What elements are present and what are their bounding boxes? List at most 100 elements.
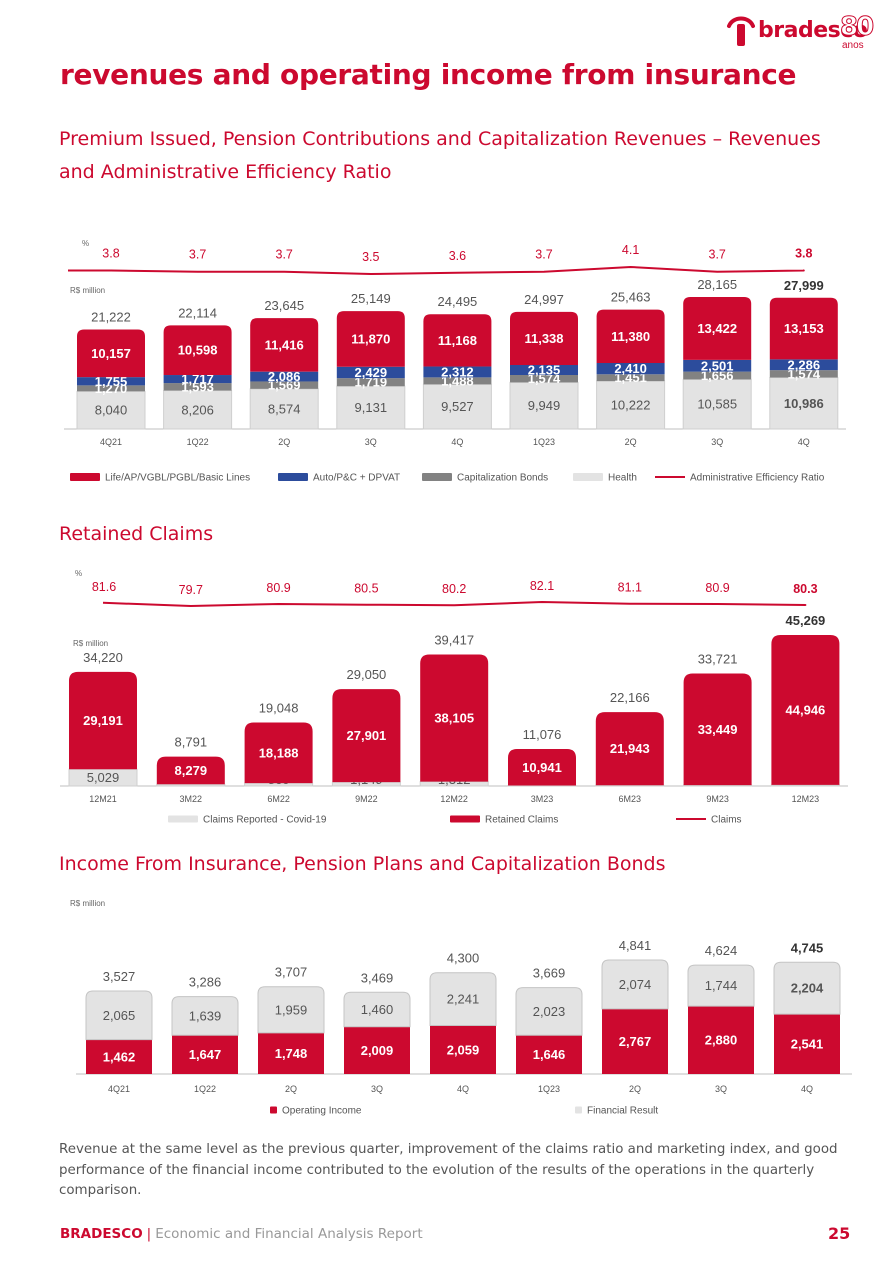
bar-segment bbox=[429, 972, 497, 1027]
total-label: 8,791 bbox=[175, 735, 208, 750]
legend-label: Claims bbox=[711, 815, 742, 826]
bar-segment bbox=[250, 381, 319, 389]
bar-segment bbox=[774, 1014, 840, 1074]
data-label: 1,639 bbox=[189, 1008, 222, 1023]
data-label: 2,009 bbox=[361, 1043, 394, 1058]
data-label: 8,206 bbox=[181, 402, 214, 417]
total-label: 23,645 bbox=[264, 298, 304, 313]
ratio-line bbox=[68, 266, 805, 275]
bar-segment bbox=[602, 1008, 668, 1074]
data-label: 11,380 bbox=[611, 329, 650, 344]
total-label: 39,417 bbox=[434, 633, 474, 648]
legend-label: Operating Income bbox=[282, 1106, 362, 1117]
bar-segment bbox=[336, 311, 405, 367]
bar-segment bbox=[423, 377, 492, 385]
tick-label: 9M22 bbox=[355, 794, 378, 804]
unit-label: R$ million bbox=[70, 899, 105, 908]
page-title: revenues and operating income from insur… bbox=[60, 58, 797, 91]
total-label: 22,114 bbox=[178, 305, 217, 320]
data-label: 8,574 bbox=[268, 401, 301, 416]
bar-segment bbox=[510, 364, 578, 375]
bar-segment bbox=[172, 1035, 238, 1074]
data-label: 9,949 bbox=[528, 398, 561, 413]
logo-anos: anos bbox=[842, 40, 864, 51]
bar-segment bbox=[422, 383, 492, 430]
bar-segment bbox=[515, 987, 583, 1036]
bar-segment bbox=[156, 783, 226, 787]
total-label: 3,286 bbox=[189, 975, 222, 990]
bar-segment bbox=[683, 359, 752, 372]
bar-segment bbox=[771, 635, 840, 785]
total-label: 11,076 bbox=[523, 727, 562, 742]
legend-swatch bbox=[450, 815, 480, 823]
tick-label: 12M23 bbox=[792, 794, 820, 804]
footer-separator: | bbox=[146, 1226, 152, 1242]
logo-wordmark: bradesco bbox=[758, 18, 868, 43]
tick-label: 1Q22 bbox=[194, 1084, 216, 1094]
footer-report: BRADESCO | Economic and Financial Analysis… bbox=[60, 1226, 423, 1242]
legend-swatch bbox=[70, 473, 100, 481]
bar-segment bbox=[336, 385, 406, 430]
unit-label: R$ million bbox=[73, 639, 108, 648]
legend-label: Administrative Efficiency Ratio bbox=[690, 473, 825, 484]
total-label: 22,166 bbox=[610, 690, 650, 705]
data-label: 2,086 bbox=[268, 369, 301, 384]
data-label: 2,410 bbox=[614, 361, 647, 376]
bar-segment bbox=[509, 381, 579, 430]
data-label: 11,168 bbox=[438, 333, 477, 348]
tick-label: 3Q bbox=[711, 437, 723, 447]
data-label: 8,040 bbox=[95, 403, 128, 418]
footer-report-name: Economic and Financial Analysis Report bbox=[155, 1226, 423, 1242]
total-label: 27,999 bbox=[784, 278, 824, 293]
premiums-chart: R$ million%8,0401,2701,75510,15721,2224Q… bbox=[64, 239, 846, 484]
ratio-unit-label: % bbox=[75, 569, 82, 578]
ratio-label: 3.7 bbox=[189, 248, 206, 262]
ratio-label: 3.7 bbox=[709, 248, 726, 262]
data-label: 10,585 bbox=[697, 397, 737, 412]
tick-label: 9M23 bbox=[706, 794, 729, 804]
data-label: 29,191 bbox=[83, 713, 123, 728]
ratio-label: 82.1 bbox=[530, 579, 554, 593]
tick-label: 4Q bbox=[801, 1084, 813, 1094]
bar-segment bbox=[171, 996, 239, 1036]
ratio-label: 3.7 bbox=[535, 248, 552, 262]
data-label: 11,870 bbox=[351, 331, 390, 346]
bar-segment bbox=[69, 671, 137, 770]
bar-segment bbox=[336, 366, 405, 379]
data-label: 9,131 bbox=[355, 400, 388, 415]
bar-segment bbox=[596, 309, 665, 363]
data-label: 2,204 bbox=[791, 981, 824, 996]
legend-label: Capitalization Bonds bbox=[457, 473, 548, 484]
data-label: 1,959 bbox=[275, 1002, 308, 1017]
legend-label: Auto/P&C + DPVAT bbox=[313, 473, 400, 484]
bar-segment bbox=[250, 318, 319, 372]
bar-segment bbox=[258, 1032, 324, 1074]
data-label: 27,901 bbox=[347, 728, 387, 743]
ratio-label: 3.6 bbox=[449, 249, 466, 263]
total-label: 21,222 bbox=[91, 310, 131, 325]
total-label: 34,220 bbox=[83, 650, 123, 665]
data-label: 44,946 bbox=[786, 702, 826, 717]
bar-segment bbox=[596, 362, 665, 375]
bar-segment bbox=[244, 722, 313, 784]
tick-label: 1Q23 bbox=[533, 437, 555, 447]
bar-segment bbox=[596, 380, 666, 430]
bar-segment bbox=[769, 370, 838, 378]
bar-segment bbox=[516, 1035, 582, 1074]
data-label: 10,986 bbox=[784, 396, 824, 411]
data-label: 2,241 bbox=[447, 992, 480, 1007]
bar-segment bbox=[343, 991, 411, 1028]
data-label: 10,941 bbox=[522, 760, 562, 775]
tick-label: 6M22 bbox=[267, 794, 290, 804]
data-label: 10,157 bbox=[91, 346, 131, 361]
tick-label: 12M22 bbox=[440, 794, 468, 804]
tick-label: 4Q bbox=[457, 1084, 469, 1094]
data-label: 2,286 bbox=[788, 357, 821, 372]
legend-label: Life/AP/VGBL/PGBL/Basic Lines bbox=[105, 473, 250, 484]
tick-label: 2Q bbox=[285, 1084, 297, 1094]
footer-note: Revenue at the same level as the previou… bbox=[59, 1142, 838, 1198]
data-label: 2,065 bbox=[103, 1008, 136, 1023]
data-label: 13,422 bbox=[697, 321, 737, 336]
premiums-title-line1: Premium Issued, Pension Contributions an… bbox=[59, 128, 821, 150]
data-label: 2,312 bbox=[441, 364, 474, 379]
